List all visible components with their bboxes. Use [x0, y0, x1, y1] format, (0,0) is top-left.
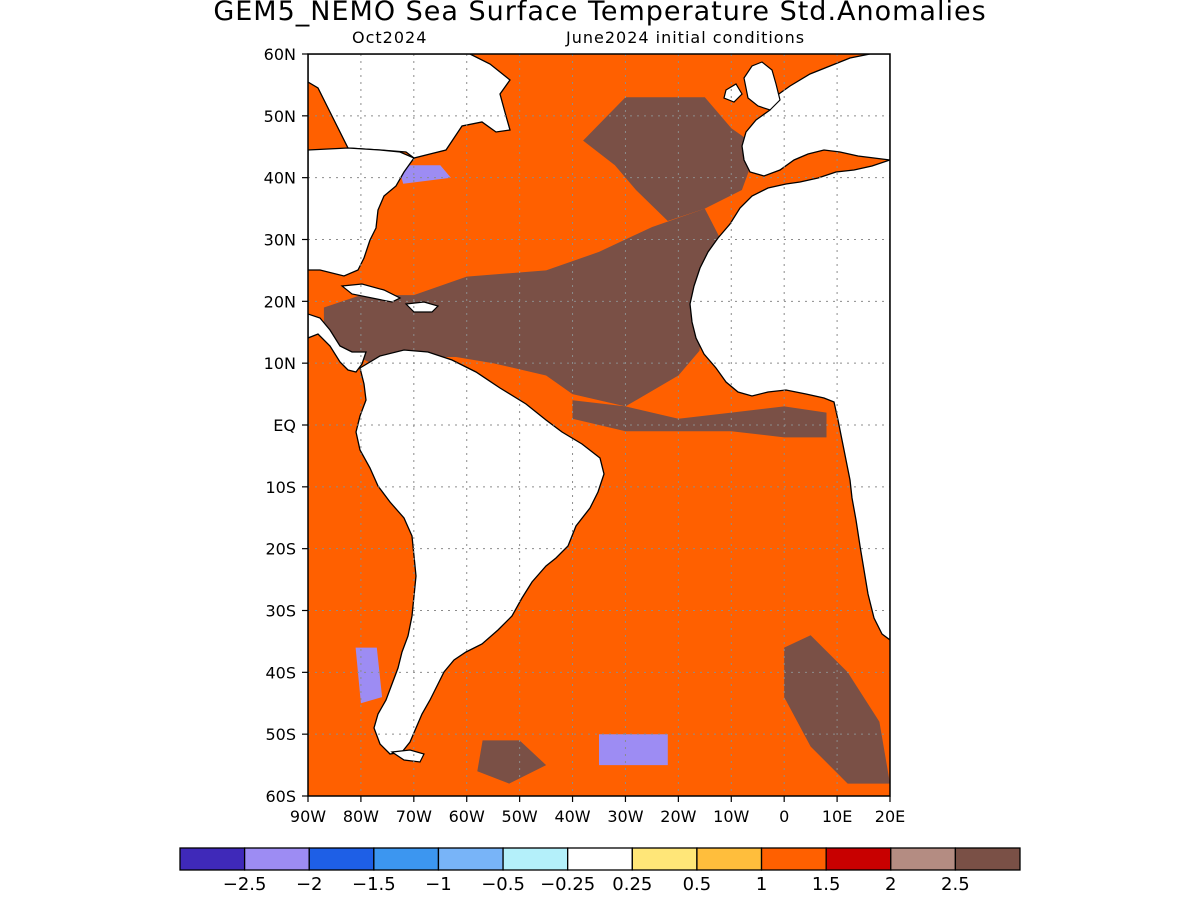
british-isles-land: [743, 61, 781, 111]
europe-land: [741, 54, 890, 177]
south-america-land: [355, 349, 605, 755]
anomaly-region-equatorial-warm-band: [572, 400, 827, 438]
colorbar-label: 1.5: [812, 874, 841, 895]
colorbar-label: −0.25: [540, 874, 595, 895]
anomaly-region-south-pacific-cool-patch: [355, 647, 383, 704]
lat-tick-label: 60S: [265, 787, 296, 806]
colorbar-label: −2: [296, 874, 323, 895]
lat-tick-label: 60N: [264, 45, 296, 64]
central-america-land: [308, 313, 367, 373]
colorbar-box: [437, 847, 504, 871]
lat-tick-label: 50N: [264, 107, 296, 126]
colorbar-label: −1: [425, 874, 452, 895]
lon-tick-label: 40W: [554, 807, 590, 826]
lat-tick-label: 20N: [264, 292, 296, 311]
colorbar-box: [502, 847, 569, 871]
hispaniola-land: [404, 301, 440, 313]
lon-tick-label: 70W: [396, 807, 432, 826]
lat-tick-label: 10N: [264, 354, 296, 373]
lat-tick-label: 40S: [265, 663, 296, 682]
colorbar-box: [308, 847, 375, 871]
colorbar-label: 0.5: [683, 874, 712, 895]
africa-land: [689, 159, 890, 641]
colorbar-box: [567, 847, 633, 871]
lat-lon-gridlines: [308, 54, 890, 796]
lon-tick-label: 90W: [290, 807, 326, 826]
lat-tick-label: 10S: [265, 478, 296, 497]
colorbar-box: [954, 847, 1021, 871]
colorbar-box: [760, 847, 827, 871]
lon-tick-label: 30W: [607, 807, 643, 826]
anomaly-region-gulf-stream-cool-patch: [397, 165, 451, 184]
lon-tick-label: 10E: [822, 807, 852, 826]
colorbar-box: [243, 847, 310, 871]
lon-tick-label: 20E: [875, 807, 905, 826]
colorbar-label: −0.5: [481, 874, 525, 895]
lon-tick-label: 20W: [660, 807, 696, 826]
land-masses: [308, 54, 890, 763]
colorbar-box: [179, 847, 246, 871]
colorbar-label: 0.25: [612, 874, 652, 895]
colorbar-box: [890, 847, 957, 871]
lat-tick-label: 50S: [265, 725, 296, 744]
anomaly-region-south-brazil-warm-patch: [477, 740, 547, 784]
colorbar-label: −2.5: [223, 874, 267, 895]
initial-conditions-label: June2024 initial conditions: [566, 28, 806, 47]
lon-tick-label: 10W: [713, 807, 749, 826]
colorbar-box: [373, 847, 440, 871]
tierra-del-fuego-land: [390, 749, 425, 763]
colorbar-label: −1.5: [352, 874, 396, 895]
lon-tick-label: 80W: [343, 807, 379, 826]
lat-tick-label: 20S: [265, 540, 296, 559]
colorbar-box: [825, 847, 892, 871]
chart-title: GEM5_NEMO Sea Surface Temperature Std.An…: [213, 0, 987, 27]
lon-tick-label: 0: [779, 807, 789, 826]
anomaly-region-benguela-warm-patch: [784, 635, 890, 784]
anomaly-region-southwest-atlantic-cool-patch: [599, 734, 668, 766]
lon-tick-label: 50W: [502, 807, 538, 826]
valid-month-label: Oct2024: [352, 28, 428, 47]
lat-tick-label: 30N: [264, 231, 296, 250]
lat-tick-label: EQ: [273, 416, 296, 435]
anomaly-region-mid-atlantic-warm-tongue: [583, 97, 758, 221]
cuba-land: [340, 283, 402, 303]
colorbar-box: [696, 847, 763, 871]
north-america-land: [308, 54, 511, 159]
lon-tick-label: 60W: [449, 807, 485, 826]
lat-tick-label: 40N: [264, 169, 296, 188]
east-us-land: [308, 147, 415, 277]
colorbar-label: 1: [756, 874, 767, 895]
colorbar-box: [631, 847, 698, 871]
lat-tick-label: 30S: [265, 602, 296, 621]
colorbar-label: 2: [885, 874, 896, 895]
ireland-land: [723, 83, 743, 103]
colorbar-label: 2.5: [941, 874, 970, 895]
